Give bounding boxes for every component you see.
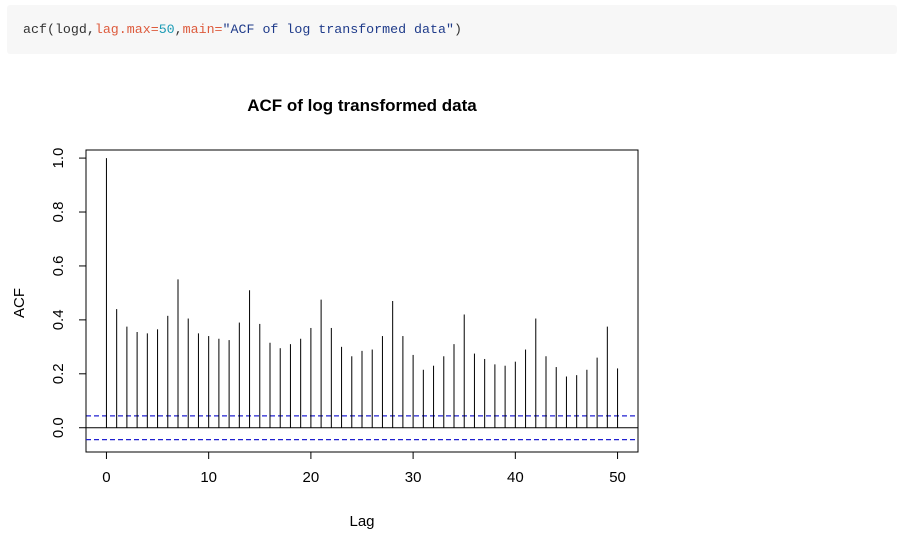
y-tick-label: 0.6 xyxy=(50,256,67,277)
code-arg-main-name: main= xyxy=(182,22,223,37)
acf-plot: ACF of log transformed data 0 10 20 30 40 50 … xyxy=(11,96,639,530)
code-paren-close: ) xyxy=(453,22,462,37)
code-arg-main-value: "ACF of log transformed data" xyxy=(222,22,454,37)
code-arg-lagmax-value: 50 xyxy=(158,22,175,37)
x-axis-label: Lag xyxy=(349,513,374,530)
x-tick-label: 40 xyxy=(507,469,524,486)
code-function: acf xyxy=(23,22,47,37)
y-tick-label: 0.2 xyxy=(50,363,67,384)
y-tick-label: 0.0 xyxy=(50,417,67,438)
code-separator: , xyxy=(174,22,183,37)
code-paren-open: ( xyxy=(46,22,55,37)
x-tick-label: 30 xyxy=(405,469,422,486)
x-axis: 0 10 20 30 40 50 xyxy=(102,451,626,486)
x-tick-label: 10 xyxy=(200,469,217,486)
x-tick-label: 0 xyxy=(102,469,110,486)
acf-bars xyxy=(105,158,619,428)
code-arg-lagmax-name: lag.max= xyxy=(94,22,159,37)
y-axis: 0.0 0.2 0.4 0.6 0.8 1.0 xyxy=(50,148,87,438)
y-tick-label: 0.8 xyxy=(50,202,67,223)
y-tick-label: 1.0 xyxy=(50,148,67,169)
y-tick-label: 0.4 xyxy=(50,309,67,330)
chart-title: ACF of log transformed data xyxy=(247,96,477,115)
x-tick-label: 50 xyxy=(609,469,626,486)
plot-area xyxy=(85,149,639,453)
y-axis-label: ACF xyxy=(11,288,28,318)
code-block: acf(logd,lag.max=50,main="ACF of log tra… xyxy=(7,5,897,54)
x-tick-label: 20 xyxy=(303,469,320,486)
code-line: acf(logd,lag.max=50,main="ACF of log tra… xyxy=(23,22,462,38)
code-arg-data: logd, xyxy=(54,22,95,37)
